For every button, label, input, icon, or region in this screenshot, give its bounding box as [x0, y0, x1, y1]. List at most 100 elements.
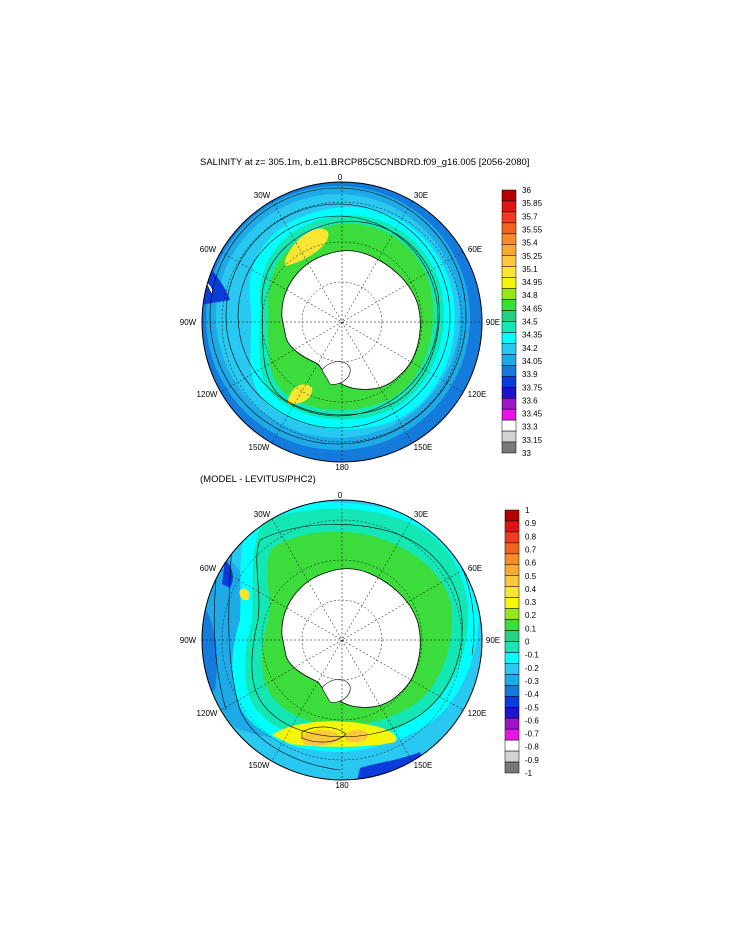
colorbar-label: 0.3 [525, 598, 537, 607]
colorbar-swatch [504, 761, 520, 774]
panel-2-lon-label: 90W [180, 636, 197, 645]
colorbar-swatch [501, 255, 517, 267]
colorbar-swatch [501, 397, 517, 410]
panel-2-lon-label: 60E [468, 564, 482, 573]
panel-1-colorbar: 36 35.85 35.7 35.55 35.4 35.25 35.1 34.95 34.8 34… [501, 186, 543, 458]
panel-1-lon-label: 30E [414, 191, 428, 200]
colorbar-swatch [501, 277, 517, 289]
colorbar-label: -0.2 [525, 664, 539, 673]
colorbar-swatch [501, 211, 517, 224]
colorbar-label: -0.6 [525, 716, 539, 725]
colorbar-swatch [501, 354, 517, 366]
colorbar-label: 36 [522, 186, 531, 195]
colorbar-label: 34.2 [522, 344, 538, 353]
panel-1-lon-label: 30W [254, 191, 271, 200]
panel-1-lon-label: 150W [249, 443, 270, 452]
colorbar-swatch [501, 266, 517, 278]
colorbar-swatch [504, 685, 520, 697]
colorbar-swatch [504, 652, 520, 664]
colorbar-swatch [504, 542, 520, 555]
colorbar-label: 35.25 [522, 252, 543, 261]
colorbar-label: -0.8 [525, 743, 539, 752]
colorbar-swatch [501, 244, 517, 257]
colorbar-swatch [501, 441, 517, 454]
colorbar-label: 33.9 [522, 370, 538, 379]
colorbar-label: 33.45 [522, 410, 543, 419]
colorbar-swatch [501, 408, 517, 421]
colorbar-swatch [504, 619, 520, 631]
colorbar-label: 1 [525, 506, 530, 515]
colorbar-swatch [501, 365, 517, 377]
colorbar-label: -1 [525, 769, 533, 778]
colorbar-swatch [504, 531, 520, 544]
panel-2-lon-label: 120E [468, 709, 487, 718]
colorbar-swatch [501, 332, 517, 344]
colorbar-label: 34.35 [522, 331, 543, 340]
colorbar-swatch [504, 630, 520, 642]
colorbar-swatch [501, 321, 517, 333]
panel-1-lon-label: 180 [335, 463, 349, 472]
panel-1-lon-label: 60E [468, 245, 482, 254]
panel-2-lon-label: 30W [254, 510, 271, 519]
colorbar-swatch [501, 430, 517, 443]
colorbar-label: 34.65 [522, 304, 543, 313]
colorbar-label: -0.5 [525, 703, 539, 712]
colorbar-swatch [504, 575, 520, 587]
colorbar-label: -0.4 [525, 690, 539, 699]
colorbar-label: 0.6 [525, 559, 537, 568]
colorbar-swatch [501, 343, 517, 355]
colorbar-label: 33.15 [522, 436, 543, 445]
colorbar-swatch [504, 739, 520, 752]
colorbar-swatch [501, 288, 517, 300]
colorbar-swatch [501, 387, 517, 399]
panel-2-lon-label: 60W [200, 564, 217, 573]
colorbar-label: 0.4 [525, 585, 537, 594]
colorbar-label: 34.5 [522, 318, 538, 327]
panel-2-colorbar: 1 0.9 0.8 0.7 0.6 0.5 0.4 0.3 0.2 0.1 0 -0.1 -0.2 -0.… [504, 506, 539, 778]
colorbar-swatch [504, 564, 520, 577]
panel-2-lon-label: 150E [414, 761, 433, 770]
panel-1-map-border [201, 181, 483, 463]
panel-2-lon-label: 90E [486, 636, 500, 645]
panel-1-lon-label: 150E [414, 443, 433, 452]
colorbar-swatch [501, 299, 517, 311]
colorbar-label: 33.75 [522, 383, 543, 392]
colorbar-swatch [504, 663, 520, 675]
colorbar-label: 35.55 [522, 225, 543, 234]
colorbar-label: -0.7 [525, 730, 539, 739]
colorbar-label: 0.7 [525, 545, 537, 554]
panel-2-field [202, 500, 482, 780]
colorbar-label: 33.3 [522, 423, 538, 432]
colorbar-label: 0 [525, 638, 530, 647]
colorbar-swatch [504, 520, 520, 533]
panel-1-map: 0 30E 60E 90E 120E 150E 180 150W 120W 90… [180, 173, 500, 472]
colorbar-label: -0.3 [525, 677, 539, 686]
colorbar-label: 35.7 [522, 212, 538, 221]
colorbar-swatch [504, 707, 520, 719]
colorbar-label: 34.95 [522, 278, 543, 287]
panel-1-lon-label: 120E [468, 390, 487, 399]
panel-2-map: 0 30E 60E 90E 120E 150E 180 150W 120W 90… [180, 491, 500, 790]
colorbar-swatch [504, 553, 520, 566]
panel-1-lon-label: 90W [180, 318, 197, 327]
panel-2-lon-label: 120W [197, 709, 218, 718]
colorbar-swatch [504, 717, 520, 730]
panel-1-lon-label: 0 [338, 173, 343, 182]
colorbar-swatch [501, 310, 517, 322]
colorbar-swatch [504, 608, 520, 620]
colorbar-swatch [504, 750, 520, 763]
panel-1-lon-label: 90E [486, 318, 500, 327]
colorbar-label: 33.6 [522, 396, 538, 405]
colorbar-swatch [504, 641, 520, 653]
panel-2-title: (MODEL - LEVITUS/PHC2) [200, 474, 316, 485]
panel-2-lon-label: 180 [335, 781, 349, 790]
colorbar-swatch [501, 233, 517, 246]
colorbar-swatch [504, 728, 520, 741]
colorbar-swatch [501, 189, 517, 202]
colorbar-swatch [504, 597, 520, 609]
panel-2-lon-label: 150W [249, 761, 270, 770]
panel-2-map-border [201, 499, 483, 781]
colorbar-swatch [501, 200, 517, 213]
colorbar-swatch [504, 509, 520, 522]
